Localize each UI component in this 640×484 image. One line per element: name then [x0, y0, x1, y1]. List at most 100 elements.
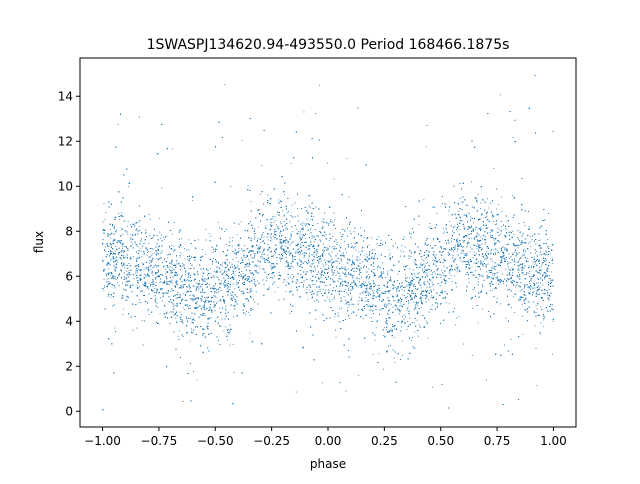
data-point	[225, 309, 227, 311]
data-point	[338, 308, 340, 310]
data-point	[368, 278, 370, 280]
data-point	[302, 225, 303, 226]
data-point	[140, 247, 142, 249]
data-point	[532, 291, 533, 293]
data-point	[414, 275, 416, 277]
data-point	[551, 271, 553, 273]
data-point	[403, 251, 404, 253]
data-point	[366, 253, 367, 255]
data-point	[119, 273, 120, 275]
data-point	[243, 303, 245, 304]
data-point	[121, 227, 123, 229]
data-point	[367, 299, 369, 300]
data-point	[496, 298, 498, 299]
data-point	[122, 314, 124, 315]
data-point	[315, 318, 317, 320]
data-point	[265, 225, 267, 227]
data-point	[428, 311, 430, 313]
data-point	[217, 221, 219, 223]
data-point	[151, 271, 153, 272]
data-point	[122, 233, 124, 235]
data-point	[213, 275, 215, 276]
data-point	[377, 292, 379, 294]
data-point	[173, 249, 175, 251]
data-point	[491, 229, 493, 231]
data-point	[401, 354, 403, 356]
data-point	[516, 262, 518, 263]
data-point	[321, 292, 323, 294]
data-point	[314, 266, 315, 267]
data-point	[545, 254, 547, 256]
data-point	[496, 272, 498, 274]
data-point	[122, 247, 124, 249]
data-point	[455, 258, 456, 260]
data-point	[184, 248, 185, 250]
data-point	[377, 320, 379, 322]
data-point	[399, 303, 401, 305]
data-point	[539, 254, 541, 256]
data-point	[512, 230, 514, 232]
data-point	[465, 261, 467, 263]
data-point	[262, 257, 264, 259]
data-point	[540, 322, 542, 324]
data-point	[152, 274, 154, 276]
data-point	[366, 287, 368, 289]
data-point	[489, 232, 491, 234]
data-point	[319, 84, 320, 86]
data-point	[177, 274, 178, 275]
data-point	[369, 285, 371, 287]
data-point	[136, 257, 138, 259]
data-point	[248, 311, 249, 313]
data-point	[435, 259, 437, 261]
data-point	[345, 390, 347, 392]
data-point	[158, 246, 160, 248]
data-point	[126, 270, 128, 272]
data-point	[242, 273, 244, 275]
data-point	[213, 270, 215, 272]
data-point	[366, 299, 368, 301]
data-point	[370, 288, 372, 290]
data-point	[266, 276, 268, 278]
data-point	[123, 262, 125, 264]
data-point	[420, 296, 421, 298]
data-point	[418, 223, 420, 225]
data-point	[283, 298, 285, 300]
data-point	[250, 272, 252, 274]
data-point	[365, 297, 367, 299]
data-point	[309, 270, 311, 272]
data-point	[159, 281, 161, 283]
data-point	[184, 274, 186, 275]
data-point	[365, 281, 367, 283]
data-point	[319, 291, 321, 293]
data-point	[474, 238, 475, 240]
data-point	[541, 263, 543, 265]
data-point	[349, 230, 351, 232]
data-point	[437, 306, 439, 307]
data-point	[232, 276, 234, 278]
data-point	[510, 307, 512, 309]
data-point	[268, 261, 270, 263]
data-point	[475, 253, 477, 255]
data-point	[245, 288, 247, 290]
data-point	[482, 238, 483, 240]
data-point	[382, 284, 384, 286]
data-point	[333, 246, 335, 247]
data-point	[528, 302, 530, 304]
data-point	[117, 282, 118, 284]
data-point	[522, 315, 523, 317]
data-point	[317, 223, 319, 224]
data-point	[331, 221, 333, 223]
data-point	[110, 296, 112, 298]
data-point	[285, 266, 287, 268]
data-point	[300, 252, 301, 254]
data-point	[146, 267, 148, 269]
data-point	[142, 264, 144, 265]
data-point	[187, 273, 189, 275]
data-point	[308, 254, 310, 256]
data-point	[334, 219, 335, 221]
data-point	[449, 303, 450, 305]
data-point	[496, 227, 498, 229]
data-point	[377, 269, 378, 271]
data-point	[367, 293, 369, 295]
